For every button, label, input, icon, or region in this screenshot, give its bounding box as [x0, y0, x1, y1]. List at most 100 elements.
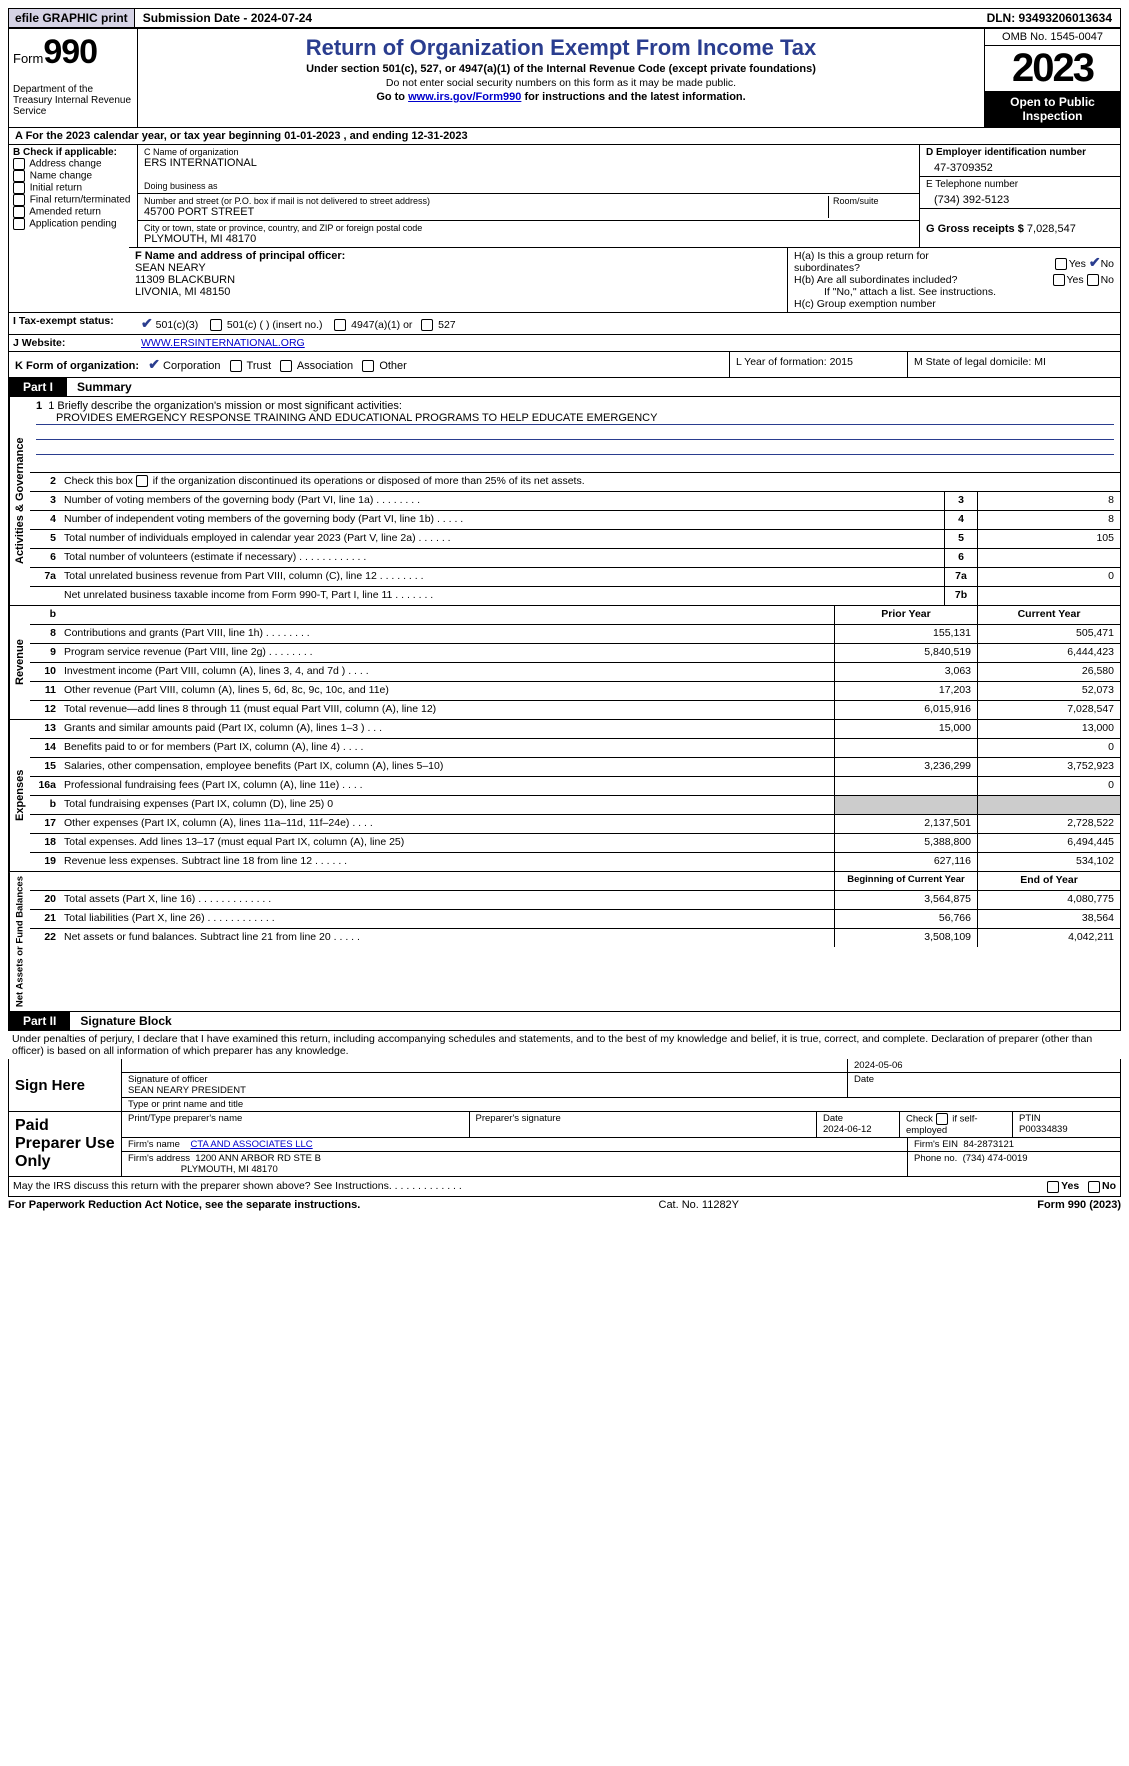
line-value: 105 [977, 530, 1120, 548]
part-2-title: Signature Block [70, 1012, 1120, 1030]
ha-yes-checkbox[interactable] [1055, 258, 1067, 270]
city-label: City or town, state or province, country… [144, 223, 913, 233]
line-number: 21 [30, 910, 60, 928]
summary-row: 3Number of voting members of the governi… [30, 492, 1120, 511]
irs-link[interactable]: www.irs.gov/Form990 [408, 91, 521, 103]
trust-checkbox[interactable] [230, 360, 242, 372]
self-employed-checkbox[interactable] [936, 1113, 948, 1125]
part-1-title: Summary [67, 378, 1120, 396]
check-applicable-box: B Check if applicable: Address change Na… [9, 145, 138, 247]
hb-no-checkbox[interactable] [1087, 274, 1099, 286]
current-year-header: Current Year [977, 606, 1120, 624]
ha-label: H(a) Is this a group return for subordin… [794, 250, 984, 274]
governance-section: Activities & Governance 1 1 Briefly desc… [8, 397, 1121, 606]
501c-checkbox[interactable] [210, 319, 222, 331]
form-number: Form990 [13, 33, 133, 72]
line-number: 10 [30, 663, 60, 681]
prior-year-value: 5,388,800 [834, 834, 977, 852]
officer-signature-name: SEAN NEARY PRESIDENT [128, 1085, 841, 1096]
prior-year-value: 3,236,299 [834, 758, 977, 776]
prior-year-value: 3,564,875 [834, 891, 977, 909]
current-year-value: 505,471 [977, 625, 1120, 643]
line-text: Professional fundraising fees (Part IX, … [60, 777, 834, 795]
expenses-section: Expenses 13Grants and similar amounts pa… [8, 720, 1121, 872]
form-org-label: K Form of organization: [15, 360, 139, 372]
discuss-question: May the IRS discuss this return with the… [13, 1180, 1047, 1192]
prior-year-header: Prior Year [834, 606, 977, 624]
applicable-checkbox[interactable] [13, 194, 25, 206]
applicable-checkbox[interactable] [13, 182, 25, 194]
discontinued-checkbox[interactable] [136, 475, 148, 487]
current-year-value: 26,580 [977, 663, 1120, 681]
assoc-checkbox[interactable] [280, 360, 292, 372]
prior-year-value: 2,137,501 [834, 815, 977, 833]
prior-year-value [834, 796, 977, 814]
tel-label: E Telephone number [926, 179, 1114, 190]
line-text: Total number of individuals employed in … [60, 530, 944, 548]
applicable-option: Application pending [29, 219, 116, 230]
line-number [30, 587, 60, 605]
summary-row: 14Benefits paid to or for members (Part … [30, 739, 1120, 758]
prior-year-value [834, 739, 977, 757]
current-year-value: 13,000 [977, 720, 1120, 738]
summary-row: 9Program service revenue (Part VIII, lin… [30, 644, 1120, 663]
prior-year-value: 3,063 [834, 663, 977, 681]
summary-row: 4Number of independent voting members of… [30, 511, 1120, 530]
line-text: Total assets (Part X, line 16) . . . . .… [60, 891, 834, 909]
line-box: 5 [944, 530, 977, 548]
street-label: Number and street (or P.O. box if mail i… [144, 196, 828, 206]
summary-row: 21Total liabilities (Part X, line 26) . … [30, 910, 1120, 929]
firm-name-link[interactable]: CTA AND ASSOCIATES LLC [191, 1139, 313, 1150]
summary-row: 22Net assets or fund balances. Subtract … [30, 929, 1120, 947]
summary-row: 15Salaries, other compensation, employee… [30, 758, 1120, 777]
prior-year-value: 15,000 [834, 720, 977, 738]
street-value: 45700 PORT STREET [144, 206, 828, 218]
website-link[interactable]: WWW.ERSINTERNATIONAL.ORG [141, 337, 305, 349]
applicable-checkbox[interactable] [13, 158, 25, 170]
efile-print-button[interactable]: efile GRAPHIC print [9, 9, 135, 27]
org-info-grid: B Check if applicable: Address change Na… [8, 145, 1121, 247]
prep-date-value: 2024-06-12 [823, 1124, 893, 1135]
prior-year-value: 56,766 [834, 910, 977, 928]
prep-date-label: Date [823, 1113, 893, 1124]
signature-table: Sign Here 2024-05-06 Signature of office… [8, 1059, 1121, 1177]
hb-yes-checkbox[interactable] [1053, 274, 1065, 286]
form-subtitle-1: Under section 501(c), 527, or 4947(a)(1)… [142, 63, 980, 75]
line-text: Program service revenue (Part VIII, line… [60, 644, 834, 662]
state-domicile: M State of legal domicile: MI [907, 352, 1120, 377]
line-text: Total expenses. Add lines 13–17 (must eq… [60, 834, 834, 852]
prior-year-value: 155,131 [834, 625, 977, 643]
line-number: 20 [30, 891, 60, 909]
line-number: 6 [30, 549, 60, 567]
prior-year-value [834, 777, 977, 795]
line-box: 7a [944, 568, 977, 586]
officer-label: F Name and address of principal officer: [135, 250, 345, 262]
current-year-value [977, 796, 1120, 814]
check-icon: ✔ [1089, 254, 1101, 270]
net-assets-side-label: Net Assets or Fund Balances [9, 872, 30, 1011]
line-value [977, 587, 1120, 605]
applicable-checkbox[interactable] [13, 218, 25, 230]
applicable-option: Address change [29, 159, 101, 170]
line-text: Total fundraising expenses (Part IX, col… [60, 796, 834, 814]
officer-and-group-row: F Name and address of principal officer:… [8, 247, 1121, 313]
tel-value: (734) 392-5123 [926, 190, 1114, 206]
form-subtitle-2: Do not enter social security numbers on … [142, 77, 980, 89]
line-number: 12 [30, 701, 60, 719]
527-checkbox[interactable] [421, 319, 433, 331]
year-formation: L Year of formation: 2015 [729, 352, 907, 377]
dln-number: DLN: 93493206013634 [979, 9, 1120, 27]
4947-checkbox[interactable] [334, 319, 346, 331]
public-inspection-badge: Open to Public Inspection [985, 91, 1120, 127]
form-page-label: Form 990 (2023) [1037, 1199, 1121, 1211]
prior-year-value: 5,840,519 [834, 644, 977, 662]
applicable-checkbox[interactable] [13, 170, 25, 182]
current-year-value: 0 [977, 777, 1120, 795]
signature-label: Signature of officer [128, 1074, 841, 1085]
other-checkbox[interactable] [362, 360, 374, 372]
discuss-no-checkbox[interactable] [1088, 1181, 1100, 1193]
applicable-checkbox[interactable] [13, 206, 25, 218]
line-text: Salaries, other compensation, employee b… [60, 758, 834, 776]
sign-here-label: Sign Here [9, 1059, 122, 1111]
discuss-yes-checkbox[interactable] [1047, 1181, 1059, 1193]
